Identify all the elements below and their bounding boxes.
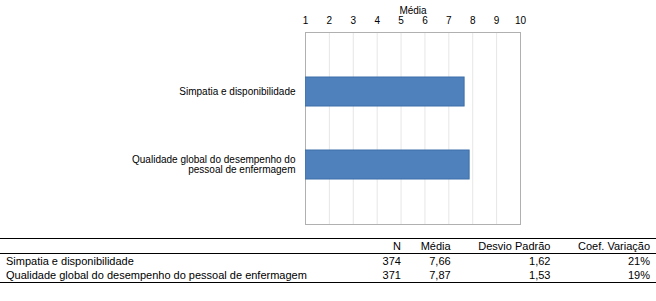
- svg-text:7: 7: [446, 15, 452, 26]
- html-text:19%: 19%: [628, 269, 650, 281]
- html-text:21%: 21%: [628, 255, 650, 267]
- svg-text:Média: Média: [399, 5, 427, 16]
- html-text:7,66: 7,66: [429, 255, 451, 267]
- svg-text:Qualidade global do desempenho: Qualidade global do desempenho dopessoal…: [132, 154, 296, 175]
- html-text:Desvio Padrão: Desvio Padrão: [478, 240, 551, 252]
- svg-text:5: 5: [398, 15, 404, 26]
- svg-text:8: 8: [470, 15, 476, 26]
- svg-text:9: 9: [494, 15, 500, 26]
- svg-text:6: 6: [422, 15, 428, 26]
- html-text:Média: Média: [420, 240, 451, 252]
- svg-text:2: 2: [327, 15, 333, 26]
- html-text:N: N: [393, 240, 401, 252]
- svg-text:1: 1: [303, 15, 309, 26]
- html-text:7,87: 7,87: [429, 269, 451, 281]
- html-text:371: 371: [382, 269, 401, 281]
- svg-text:3: 3: [350, 15, 356, 26]
- html-text:Simpatia e disponibilidade: Simpatia e disponibilidade: [6, 255, 134, 267]
- html-text:1,53: 1,53: [529, 269, 551, 281]
- html-text:Qualidade global do desempenho: Qualidade global do desempenho do pessoa…: [6, 269, 307, 281]
- svg-text:4: 4: [374, 15, 380, 26]
- html-text:374: 374: [382, 255, 401, 267]
- svg-text:Simpatia e disponibilidade: Simpatia e disponibilidade: [179, 86, 296, 97]
- html-text:Coef. Variação: Coef. Variação: [578, 240, 650, 252]
- html-text:1,62: 1,62: [529, 255, 551, 267]
- svg-text:10: 10: [515, 15, 527, 26]
